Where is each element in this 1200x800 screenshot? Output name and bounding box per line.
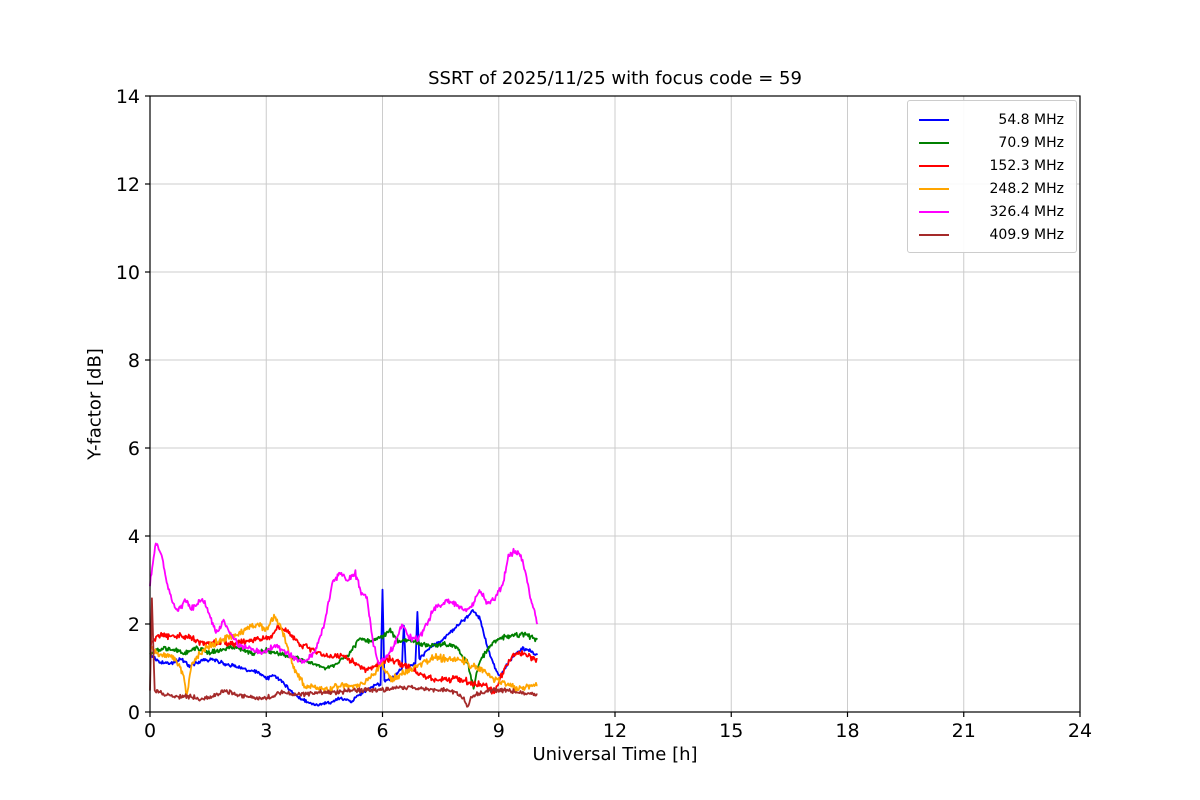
legend-line-sample [919,141,949,144]
y-tick-label: 10 [116,262,140,284]
legend-label: 326.4 MHz [989,203,1064,220]
legend-entry: 152.3 MHz [908,154,1076,177]
y-tick-label: 8 [128,350,140,372]
x-axis-label: Universal Time [h] [532,744,698,765]
y-axis-label: Y-factor [dB] [84,348,106,460]
x-tick-label: 18 [835,720,859,742]
legend-entry: 409.9 MHz [908,223,1076,246]
legend-entry: 248.2 MHz [908,177,1076,200]
y-tick-label: 2 [128,614,140,636]
legend-entry: 70.9 MHz [908,131,1076,154]
legend-label: 54.8 MHz [998,111,1064,128]
legend-line-sample [919,210,949,213]
legend-entry: 326.4 MHz [908,200,1076,223]
series-line-152-3-MHz [149,623,538,695]
legend-line-sample [919,233,949,236]
y-tick-label: 14 [116,86,140,108]
x-tick-label: 0 [144,720,156,742]
legend-label: 152.3 MHz [989,157,1064,174]
x-tick-label: 3 [260,720,272,742]
legend-line-sample [919,164,949,167]
legend-label: 70.9 MHz [998,134,1064,151]
legend-label: 248.2 MHz [989,180,1064,197]
y-tick-label: 0 [128,702,140,724]
y-tick-label: 12 [116,174,140,196]
y-tick-label: 6 [128,438,140,460]
x-tick-label: 12 [603,720,627,742]
series-line-54-8-MHz [149,588,539,707]
legend-line-sample [919,118,949,121]
x-tick-label: 21 [952,720,976,742]
x-tick-label: 6 [376,720,388,742]
legend-entry: 54.8 MHz [908,108,1076,131]
legend: 54.8 MHz 70.9 MHz 152.3 MHz 248.2 MHz 326.4 … [907,100,1077,253]
x-tick-label: 9 [493,720,505,742]
x-tick-label: 15 [719,720,743,742]
legend-label: 409.9 MHz [989,226,1064,243]
series-line-248-2-MHz [149,613,538,696]
y-tick-label: 4 [128,526,140,548]
series-line-326-4-MHz [149,542,539,665]
chart-title: SSRT of 2025/11/25 with focus code = 59 [428,68,802,89]
series-line-409-9-MHz [149,597,538,708]
series-line-70-9-MHz [149,627,538,690]
legend-line-sample [919,187,949,190]
x-tick-label: 24 [1068,720,1092,742]
